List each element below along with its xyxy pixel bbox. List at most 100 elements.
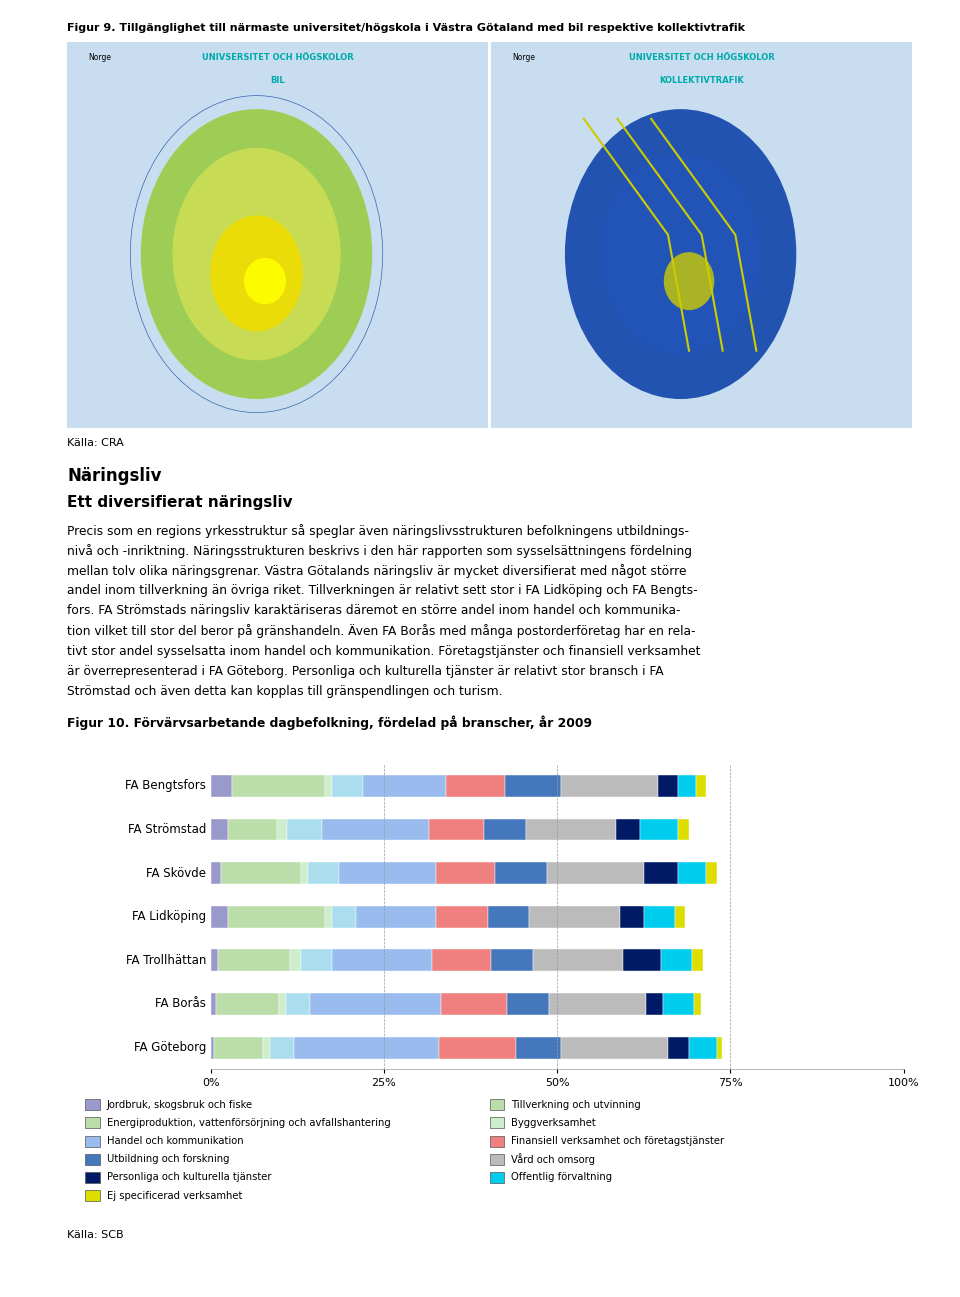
- Text: FA Trollhättan: FA Trollhättan: [126, 953, 206, 966]
- Text: KOLLEKTIVTRAFIK: KOLLEKTIVTRAFIK: [660, 77, 744, 86]
- Bar: [332, 774, 363, 796]
- Bar: [526, 818, 616, 840]
- Bar: [490, 1136, 504, 1147]
- Bar: [85, 1172, 100, 1183]
- Text: mellan tolv olika näringsgrenar. Västra Götalands näringsliv är mycket diversifi: mellan tolv olika näringsgrenar. Västra …: [67, 564, 686, 578]
- Bar: [485, 818, 526, 840]
- Bar: [310, 994, 442, 1014]
- Bar: [278, 994, 286, 1014]
- Bar: [696, 774, 707, 796]
- Bar: [549, 994, 646, 1014]
- Bar: [675, 905, 685, 927]
- Bar: [287, 818, 322, 840]
- Ellipse shape: [244, 258, 286, 305]
- Bar: [661, 949, 692, 971]
- Text: Figur 10. Förvärvsarbetande dagbefolkning, fördelad på branscher, år 2009: Figur 10. Förvärvsarbetande dagbefolknin…: [67, 716, 592, 730]
- Bar: [211, 949, 218, 971]
- Bar: [322, 818, 429, 840]
- Bar: [547, 863, 644, 885]
- Bar: [492, 949, 533, 971]
- Bar: [616, 818, 640, 840]
- Bar: [263, 1036, 270, 1058]
- Text: tivt stor andel sysselsatta inom handel och kommunikation. Företagstjänster och : tivt stor andel sysselsatta inom handel …: [67, 645, 701, 658]
- Bar: [291, 949, 300, 971]
- Bar: [332, 949, 433, 971]
- Bar: [561, 774, 658, 796]
- Ellipse shape: [210, 215, 302, 332]
- Text: Finansiell verksamhet och företagstjänster: Finansiell verksamhet och företagstjänst…: [511, 1136, 724, 1147]
- Bar: [308, 863, 339, 885]
- Bar: [211, 1036, 214, 1058]
- Bar: [658, 774, 679, 796]
- Text: är överrepresenterad i FA Göteborg. Personliga och kulturella tjänster är relati: är överrepresenterad i FA Göteborg. Pers…: [67, 664, 663, 678]
- Bar: [332, 905, 356, 927]
- Bar: [325, 905, 332, 927]
- Bar: [211, 774, 231, 796]
- Text: Jordbruk, skogsbruk och fiske: Jordbruk, skogsbruk och fiske: [107, 1100, 252, 1110]
- Bar: [494, 863, 547, 885]
- Bar: [446, 774, 505, 796]
- Bar: [286, 994, 310, 1014]
- Bar: [668, 1036, 689, 1058]
- Bar: [300, 863, 308, 885]
- Bar: [436, 863, 494, 885]
- Bar: [663, 994, 694, 1014]
- Text: fors. FA Strömstads näringsliv karaktäriseras däremot en större andel inom hande: fors. FA Strömstads näringsliv karaktäri…: [67, 604, 681, 617]
- Ellipse shape: [141, 109, 372, 399]
- Bar: [231, 774, 325, 796]
- Bar: [228, 905, 325, 927]
- Bar: [507, 994, 549, 1014]
- Bar: [218, 949, 291, 971]
- Bar: [214, 1036, 263, 1058]
- Text: Offentlig förvaltning: Offentlig förvaltning: [511, 1172, 612, 1183]
- Bar: [325, 774, 332, 796]
- Text: Norge: Norge: [88, 53, 111, 62]
- Text: BIL: BIL: [271, 77, 285, 86]
- Text: FA Borås: FA Borås: [156, 997, 206, 1010]
- Bar: [623, 949, 661, 971]
- Bar: [216, 994, 278, 1014]
- Text: Precis som en regions yrkesstruktur så speglar även näringslivsstrukturen befolk: Precis som en regions yrkesstruktur så s…: [67, 524, 689, 538]
- Bar: [85, 1100, 100, 1110]
- Bar: [363, 774, 446, 796]
- Text: UNIVSERSITET OCH HÖGSKOLOR: UNIVSERSITET OCH HÖGSKOLOR: [202, 53, 353, 62]
- Text: tion vilket till stor del beror på gränshandeln. Även FA Borås med många postord: tion vilket till stor del beror på gräns…: [67, 625, 696, 638]
- Bar: [436, 905, 488, 927]
- Text: Handel och kommunikation: Handel och kommunikation: [107, 1136, 243, 1147]
- Bar: [530, 905, 619, 927]
- Bar: [679, 818, 689, 840]
- Bar: [211, 863, 221, 885]
- Text: andel inom tillverkning än övriga riket. Tillverkningen är relativt sett stor i : andel inom tillverkning än övriga riket.…: [67, 584, 698, 598]
- Bar: [644, 863, 679, 885]
- Bar: [689, 1036, 716, 1058]
- Ellipse shape: [663, 252, 714, 310]
- Bar: [692, 949, 703, 971]
- Bar: [85, 1154, 100, 1165]
- Bar: [640, 818, 679, 840]
- Text: Tillverkning och utvinning: Tillverkning och utvinning: [511, 1100, 641, 1110]
- Bar: [228, 818, 276, 840]
- Bar: [490, 1100, 504, 1110]
- Bar: [221, 863, 300, 885]
- Text: Strömstad och även detta kan kopplas till gränspendlingen och turism.: Strömstad och även detta kan kopplas til…: [67, 685, 503, 698]
- Text: FA Strömstad: FA Strömstad: [128, 822, 206, 837]
- Text: Norge: Norge: [513, 53, 536, 62]
- Bar: [270, 1036, 294, 1058]
- Text: Källa: CRA: Källa: CRA: [67, 438, 124, 449]
- Bar: [442, 994, 507, 1014]
- Bar: [707, 863, 716, 885]
- Text: Byggverksamhet: Byggverksamhet: [511, 1118, 596, 1128]
- Bar: [294, 1036, 440, 1058]
- Text: nivå och -inriktning. Näringsstrukturen beskrivs i den här rapporten som syssels: nivå och -inriktning. Näringsstrukturen …: [67, 545, 692, 558]
- Bar: [211, 818, 228, 840]
- Bar: [85, 1136, 100, 1147]
- Bar: [679, 863, 707, 885]
- Text: Figur 9. Tillgänglighet till närmaste universitet/högskola i Västra Götaland med: Figur 9. Tillgänglighet till närmaste un…: [67, 23, 745, 34]
- Ellipse shape: [564, 109, 796, 399]
- Bar: [533, 949, 623, 971]
- Bar: [490, 1172, 504, 1183]
- Text: FA Skövde: FA Skövde: [146, 866, 206, 879]
- Text: FA Lidköping: FA Lidköping: [132, 910, 206, 923]
- Text: FA Göteborg: FA Göteborg: [133, 1041, 206, 1054]
- Text: Utbildning och forskning: Utbildning och forskning: [107, 1154, 229, 1165]
